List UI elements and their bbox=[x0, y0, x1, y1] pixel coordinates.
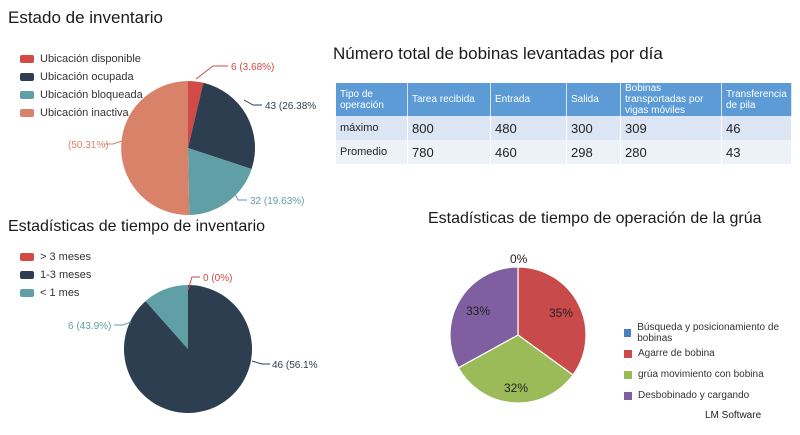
pie-slice[interactable] bbox=[188, 81, 204, 148]
slice-label: 0% bbox=[510, 252, 528, 266]
legend-swatch bbox=[624, 349, 632, 358]
legend-label: grúa movimiento con bobina bbox=[638, 369, 764, 380]
table-header-cell: Bobinas transportadas por vigas móviles bbox=[621, 83, 722, 116]
legend-item[interactable]: Ubicación bloqueada bbox=[20, 86, 143, 104]
table-header-row: Tipo de operación Tarea recibida Entrada… bbox=[336, 83, 792, 116]
inventory-time-legend: > 3 meses 1-3 meses < 1 mes bbox=[20, 248, 91, 302]
legend-label: Desbobinado y cargando bbox=[638, 390, 750, 401]
crane-time-legend: Búsqueda y posicionamiento de bobinas Ag… bbox=[624, 322, 800, 406]
legend-item[interactable]: Ubicación disponible bbox=[20, 50, 143, 68]
legend-label: Búsqueda y posicionamiento de bobinas bbox=[637, 321, 780, 344]
table-cell: 46 bbox=[722, 116, 792, 140]
coils-table: Tipo de operación Tarea recibida Entrada… bbox=[336, 83, 792, 164]
legend-label: Ubicación disponible bbox=[40, 53, 141, 65]
table-cell: 280 bbox=[621, 140, 722, 164]
leader-line bbox=[195, 65, 228, 80]
coils-table-wrap: Tipo de operación Tarea recibida Entrada… bbox=[336, 83, 792, 164]
table-cell: 460 bbox=[491, 140, 567, 164]
legend-swatch bbox=[20, 289, 34, 297]
pie-slice[interactable] bbox=[457, 334, 574, 404]
legend-swatch bbox=[20, 253, 34, 261]
legend-swatch bbox=[624, 370, 632, 379]
slice-label: 32 (19.63%) bbox=[250, 196, 304, 207]
table-cell: 800 bbox=[408, 116, 491, 140]
legend-swatch bbox=[20, 73, 34, 81]
software-credit: LM Software bbox=[705, 410, 762, 421]
legend-swatch bbox=[624, 391, 632, 400]
leader-line bbox=[104, 140, 123, 145]
legend-item[interactable]: Desbobinado y cargando bbox=[624, 385, 800, 406]
legend-swatch bbox=[20, 109, 34, 117]
legend-item[interactable]: > 3 meses bbox=[20, 248, 91, 266]
table-cell: 43 bbox=[722, 140, 792, 164]
legend-label: > 3 meses bbox=[40, 251, 92, 263]
pie-slice[interactable] bbox=[124, 285, 253, 413]
table-row: Promedio 780 460 298 280 43 bbox=[336, 140, 792, 164]
table-cell: Promedio bbox=[336, 140, 408, 164]
legend-label: Ubicación inactiva bbox=[40, 107, 129, 119]
slice-label: 43 (26.38% bbox=[265, 101, 316, 112]
slice-label: 33% bbox=[466, 304, 490, 318]
leader-line bbox=[243, 99, 262, 106]
slice-label: 6 (3.68%) bbox=[231, 62, 274, 73]
slice-label: 46 (56.1% bbox=[272, 360, 318, 371]
table-cell: 300 bbox=[567, 116, 621, 140]
legend-item[interactable]: Búsqueda y posicionamiento de bobinas bbox=[624, 321, 800, 344]
table-header-cell: Entrada bbox=[491, 83, 567, 116]
table-header-cell: Transferencia de pila bbox=[722, 83, 792, 116]
inventory-status-title: Estado de inventario bbox=[8, 8, 163, 27]
pie-slice[interactable] bbox=[121, 81, 190, 215]
legend-swatch bbox=[20, 91, 34, 99]
slice-label: 35% bbox=[549, 306, 573, 320]
crane-time-title: Estadísticas de tiempo de operación de l… bbox=[428, 210, 762, 227]
legend-item[interactable]: Agarre de bobina bbox=[624, 343, 800, 364]
leader-line bbox=[251, 360, 270, 365]
legend-label: Ubicación ocupada bbox=[40, 71, 134, 83]
inventory-status-legend: Ubicación disponible Ubicación ocupada U… bbox=[20, 50, 143, 122]
legend-label: Ubicación bloqueada bbox=[40, 89, 143, 101]
crane-time-pie[interactable] bbox=[449, 266, 587, 404]
slice-label: (50.31%) bbox=[68, 140, 109, 151]
legend-item[interactable]: Ubicación ocupada bbox=[20, 68, 143, 86]
table-cell: 309 bbox=[621, 116, 722, 140]
table-cell: 480 bbox=[491, 116, 567, 140]
leader-line bbox=[231, 187, 247, 201]
legend-label: < 1 mes bbox=[40, 287, 80, 299]
pie-slice[interactable] bbox=[517, 266, 587, 376]
legend-item[interactable]: 1-3 meses bbox=[20, 266, 91, 284]
pie-slice[interactable] bbox=[188, 82, 256, 169]
pie-slice[interactable] bbox=[145, 285, 188, 349]
inventory-time-pie[interactable] bbox=[124, 285, 253, 413]
legend-swatch bbox=[624, 328, 632, 337]
table-header-cell: Tarea recibida bbox=[408, 83, 491, 116]
pie-slice[interactable] bbox=[188, 148, 252, 215]
legend-label: 1-3 meses bbox=[40, 269, 92, 281]
legend-swatch bbox=[20, 271, 34, 279]
table-row: máximo 800 480 300 309 46 bbox=[336, 116, 792, 140]
legend-item[interactable]: grúa movimiento con bobina bbox=[624, 364, 800, 385]
table-header-cell: Salida bbox=[567, 83, 621, 116]
legend-item[interactable]: < 1 mes bbox=[20, 284, 91, 302]
leader-line bbox=[114, 321, 132, 326]
table-cell: 298 bbox=[567, 140, 621, 164]
legend-label: Agarre de bobina bbox=[638, 348, 715, 359]
legend-swatch bbox=[20, 55, 34, 63]
table-cell: 780 bbox=[408, 140, 491, 164]
slice-label: 6 (43.9%) bbox=[68, 321, 111, 332]
pie-slice[interactable] bbox=[449, 266, 519, 369]
inventory-status-pie[interactable] bbox=[121, 81, 256, 215]
leader-line bbox=[187, 276, 200, 291]
slice-label: 0 (0%) bbox=[203, 273, 232, 284]
slice-label: 32% bbox=[504, 381, 528, 395]
legend-item[interactable]: Ubicación inactiva bbox=[20, 104, 143, 122]
table-cell: máximo bbox=[336, 116, 408, 140]
coils-table-title: Número total de bobinas levantadas por d… bbox=[333, 44, 663, 63]
inventory-time-title: Estadísticas de tiempo de inventario bbox=[8, 218, 266, 235]
table-header-cell: Tipo de operación bbox=[336, 83, 408, 116]
